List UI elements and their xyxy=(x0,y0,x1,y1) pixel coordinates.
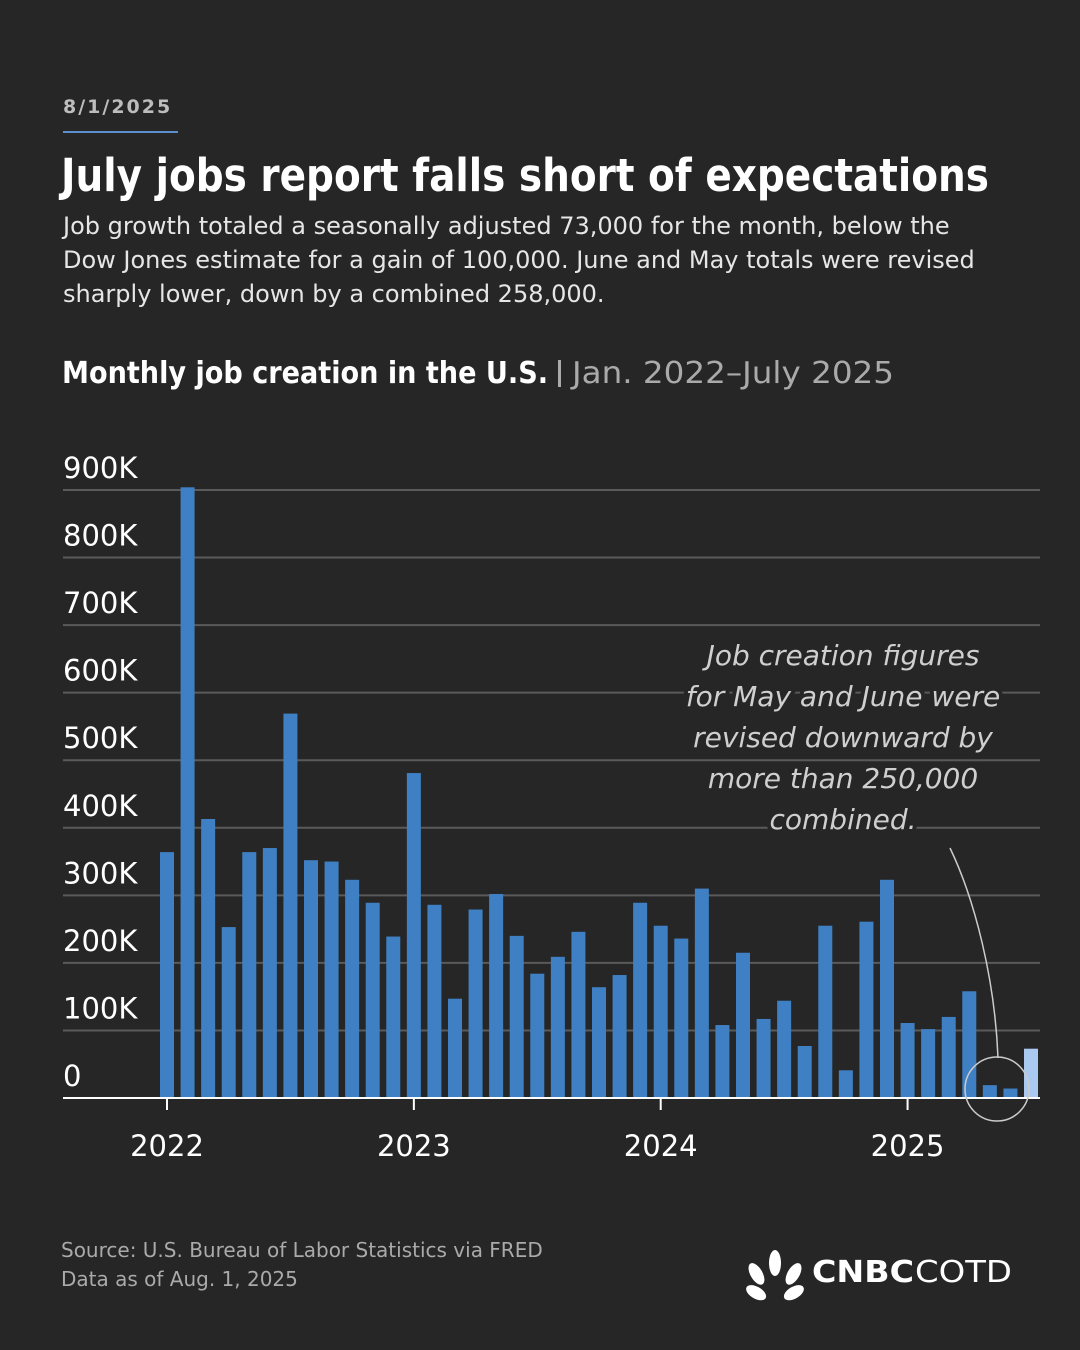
bar xyxy=(242,852,257,1098)
logo-bold: CNBC xyxy=(812,1255,914,1290)
bar xyxy=(324,861,339,1098)
bar xyxy=(530,973,545,1098)
bar xyxy=(880,879,894,1098)
bar xyxy=(756,1018,771,1098)
bar xyxy=(489,893,504,1098)
bar xyxy=(715,1025,730,1098)
bar xyxy=(633,902,648,1098)
annotation-connector xyxy=(949,847,999,1059)
x-tick-label: 2022 xyxy=(130,1129,204,1163)
bar xyxy=(427,904,442,1098)
bar xyxy=(900,1023,915,1098)
y-tick-label: 500K xyxy=(63,721,138,755)
bar xyxy=(592,987,606,1098)
y-tick-label: 700K xyxy=(63,586,138,620)
bar xyxy=(180,487,195,1098)
y-tick-label: 0 xyxy=(63,1059,81,1093)
bar xyxy=(550,956,565,1098)
bar xyxy=(777,1000,792,1098)
bar xyxy=(612,975,627,1098)
y-tick-label: 100K xyxy=(63,991,138,1025)
bar xyxy=(674,938,689,1098)
logo-light: COTD xyxy=(915,1255,1012,1290)
bar xyxy=(448,998,462,1098)
y-tick-label: 900K xyxy=(63,451,138,485)
bar xyxy=(221,927,236,1098)
bar xyxy=(797,1045,812,1098)
subtitle-line: Job growth totaled a seasonally adjusted… xyxy=(61,212,950,240)
bar xyxy=(838,1070,853,1098)
bar xyxy=(509,935,524,1098)
y-tick-label: 400K xyxy=(63,789,138,823)
bar xyxy=(1024,1048,1038,1098)
bar xyxy=(262,848,277,1098)
y-tick-label: 600K xyxy=(63,654,138,688)
x-tick-label: 2025 xyxy=(871,1129,945,1163)
y-tick-label: 800K xyxy=(63,519,138,553)
bar xyxy=(818,925,833,1098)
bar xyxy=(694,888,709,1098)
annotation-line: Job creation figures xyxy=(702,639,980,672)
annotation-line: revised downward by xyxy=(693,721,993,754)
source: Source: U.S. Bureau of Labor Statistics … xyxy=(61,1238,543,1262)
y-tick-label: 200K xyxy=(63,924,138,958)
bar xyxy=(941,1016,956,1098)
data-date: Data as of Aug. 1, 2025 xyxy=(61,1267,298,1291)
logo-peacock xyxy=(746,1250,804,1301)
bar xyxy=(201,818,216,1098)
bar xyxy=(571,931,586,1098)
bar xyxy=(1003,1088,1018,1098)
bar xyxy=(406,773,421,1098)
date-underline xyxy=(63,131,178,133)
x-axis: 2022 2023 2024 2025 xyxy=(63,1097,1040,1163)
bar xyxy=(962,991,977,1098)
bar xyxy=(160,852,174,1098)
bar xyxy=(283,713,298,1098)
subtitle: Job growth totaled a seasonally adjusted… xyxy=(61,212,975,308)
subtitle-line: sharply lower, down by a combined 258,00… xyxy=(63,280,605,308)
bar xyxy=(921,1029,936,1098)
bar xyxy=(304,860,318,1098)
bar xyxy=(736,952,750,1098)
annotation-line: combined. xyxy=(770,803,917,836)
x-tick-label: 2023 xyxy=(377,1129,451,1163)
title: July jobs report falls short of expectat… xyxy=(58,149,989,202)
date: 8/1/2025 xyxy=(63,96,172,118)
bars xyxy=(160,487,1038,1098)
bar xyxy=(386,936,401,1098)
bar xyxy=(365,902,380,1098)
separator xyxy=(558,360,561,387)
bar xyxy=(859,921,874,1098)
bar xyxy=(345,879,360,1098)
chart-subtitle: Jan. 2022–July 2025 xyxy=(570,356,894,391)
annotation-circle xyxy=(964,1056,1030,1122)
bar xyxy=(468,909,483,1098)
annotation-line: more than 250,000 xyxy=(708,762,978,795)
subtitle-line: Dow Jones estimate for a gain of 100,000… xyxy=(63,246,975,274)
annotation: Job creation figures for May and June wer… xyxy=(682,635,1005,840)
annotation-line: for May and June were xyxy=(686,680,1001,713)
bar xyxy=(982,1085,997,1098)
y-tick-label: 300K xyxy=(63,856,138,890)
bar xyxy=(653,925,668,1098)
chart-title: Monthly job creation in the U.S. xyxy=(62,356,548,391)
x-tick-label: 2024 xyxy=(624,1129,698,1163)
